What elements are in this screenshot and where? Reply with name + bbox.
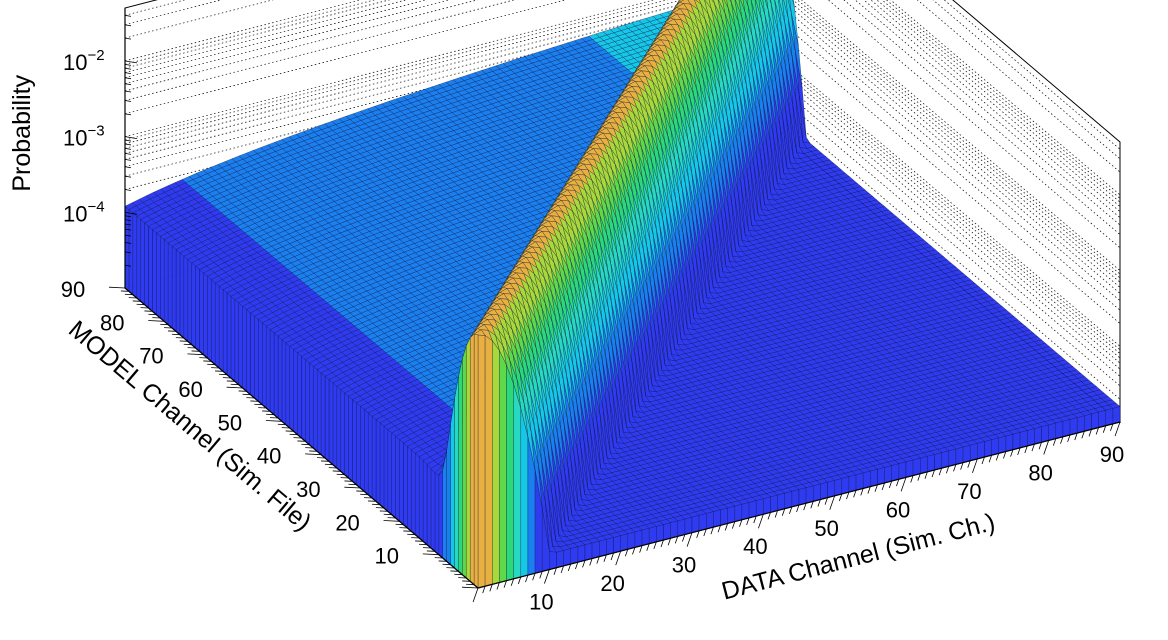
- z-grid-line: [124, 0, 1121, 207]
- z-grid-line: [124, 0, 1121, 294]
- z-grid-line: [124, 0, 1121, 212]
- z-grid-line: [124, 0, 1121, 283]
- z-grid-line: [124, 0, 1121, 235]
- z-grid-line: [124, 0, 1121, 275]
- z-grid-line: [124, 0, 1121, 199]
- z-grid-line: [124, 0, 1121, 249]
- z-grid-line: [124, 0, 1121, 196]
- z-grid-line: [124, 0, 1121, 226]
- z-grid-line: [124, 0, 1121, 279]
- z-grid-line: [124, 0, 1121, 203]
- z-grid-line: [124, 0, 1121, 218]
- z-grid-line: [124, 0, 1121, 288]
- z-grid-line: [124, 0, 1121, 271]
- z-grid-line: [124, 0, 1121, 301]
- surface-layer: [124, 0, 1121, 589]
